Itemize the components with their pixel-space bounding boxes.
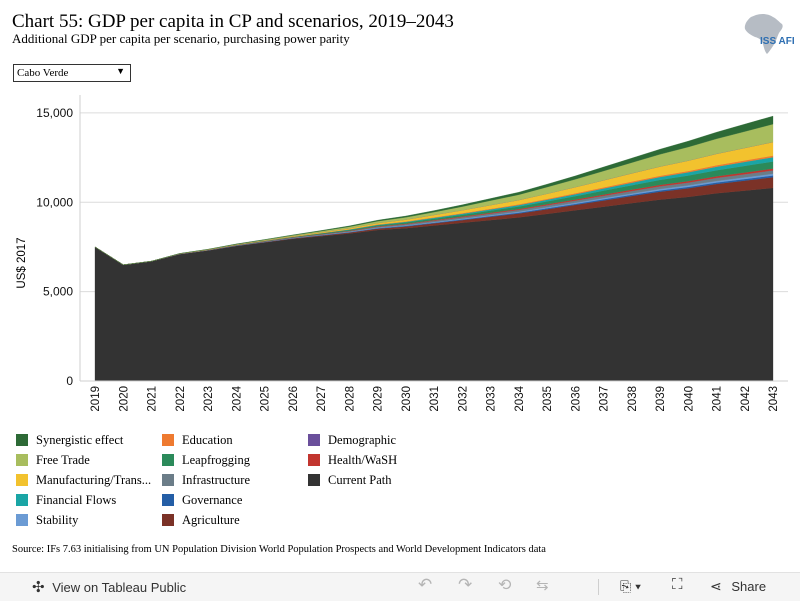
- x-tick-label: 2024: [231, 385, 243, 411]
- x-tick-label: 2019: [90, 386, 102, 412]
- legend-swatch: [16, 434, 28, 446]
- area-synergistic-effect: [94, 115, 774, 265]
- x-tick-label: 2031: [429, 386, 441, 412]
- x-tick-label: 2033: [486, 386, 498, 412]
- x-tick-label: 2038: [627, 386, 639, 412]
- legend-label: Leapfrogging: [182, 453, 251, 467]
- legend-swatch: [162, 514, 174, 526]
- chart-subtitle: Additional GDP per capita per scenario, …: [12, 31, 350, 46]
- tableau-toolbar: ✣ View on Tableau Public ↶ ↷ ⟲ ⇆ ⎘ ▾ ⛶ ⋖…: [0, 572, 800, 601]
- chart-title: Chart 55: GDP per capita in CP and scena…: [12, 11, 454, 32]
- legend-label: Stability: [36, 513, 79, 527]
- redo-icon[interactable]: ↷: [458, 575, 473, 594]
- y-tick-label: 15,000: [36, 106, 73, 120]
- x-axis: 2019 2020 2021 2022 2023 2024 2025 2026 2027 2028…: [90, 385, 780, 411]
- view-on-tableau-button[interactable]: ✣ View on Tableau Public: [32, 578, 186, 596]
- country-filter-dropdown[interactable]: Cabo Verde ▼: [13, 64, 131, 82]
- download-icon: ⎘ ▾: [620, 578, 641, 594]
- y-tick-label: 0: [66, 374, 73, 388]
- legend-swatch: [308, 454, 320, 466]
- x-tick-label: 2042: [740, 386, 752, 412]
- legend-swatch: [16, 474, 28, 486]
- chevron-down-icon: ▼: [116, 66, 125, 76]
- legend-swatch: [162, 434, 174, 446]
- share-label: Share: [731, 579, 767, 594]
- view-on-tableau-label: View on Tableau Public: [52, 580, 187, 595]
- source-note: Source: IFs 7.63 initialising from UN Po…: [12, 544, 546, 555]
- legend-label: Agriculture: [182, 513, 240, 527]
- x-tick-label: 2041: [712, 386, 724, 412]
- y-axis: 0 5,000 10,000 15,000: [36, 95, 788, 388]
- tableau-icon: ✣: [32, 579, 45, 596]
- y-tick-label: 10,000: [36, 195, 73, 209]
- x-tick-label: 2039: [655, 386, 667, 412]
- share-button[interactable]: ⋖ Share: [710, 578, 766, 596]
- legend-label: Health/WaSH: [328, 453, 398, 467]
- legend-label: Free Trade: [36, 453, 90, 467]
- x-tick-label: 2027: [316, 386, 328, 412]
- legend-swatch: [162, 494, 174, 506]
- x-tick-label: 2030: [401, 386, 413, 412]
- legend-label: Financial Flows: [36, 493, 117, 507]
- legend-label: Manufacturing/Trans...: [36, 473, 152, 487]
- toolbar-divider: [598, 579, 599, 595]
- x-tick-label: 2022: [175, 386, 187, 412]
- legend-swatch: [16, 514, 28, 526]
- x-tick-label: 2020: [118, 386, 130, 412]
- chart-areas: [94, 115, 774, 382]
- x-tick-label: 2023: [203, 386, 215, 412]
- y-tick-label: 5,000: [43, 285, 73, 299]
- x-tick-label: 2035: [542, 386, 554, 412]
- legend-swatch: [16, 494, 28, 506]
- download-button[interactable]: ⎘ ▾: [620, 578, 641, 596]
- legend-swatch: [308, 474, 320, 486]
- undo-icon[interactable]: ↶: [418, 575, 433, 594]
- legend-swatch: [162, 474, 174, 486]
- x-tick-label: 2028: [344, 386, 356, 412]
- x-tick-label: 2025: [260, 386, 272, 412]
- legend-label: Infrastructure: [182, 473, 251, 487]
- revert-icon[interactable]: ⟲: [498, 577, 512, 594]
- x-tick-label: 2034: [514, 385, 526, 411]
- x-tick-label: 2029: [373, 386, 385, 412]
- logo-text: ISS AFI: [760, 36, 794, 47]
- legend-label: Demographic: [328, 433, 397, 447]
- share-icon: ⋖: [710, 578, 722, 594]
- fullscreen-icon[interactable]: ⛶: [672, 576, 683, 593]
- legend-label: Current Path: [328, 473, 392, 487]
- x-tick-label: 2043: [768, 386, 780, 412]
- x-tick-label: 2037: [599, 386, 611, 412]
- refresh-icon[interactable]: ⇆: [536, 577, 549, 594]
- legend-swatch: [308, 434, 320, 446]
- legend-label: Governance: [182, 493, 243, 507]
- iss-afi-logo: ISS AFI: [744, 13, 794, 55]
- legend-swatch: [162, 454, 174, 466]
- x-tick-label: 2021: [147, 386, 159, 412]
- x-tick-label: 2036: [570, 386, 582, 412]
- x-tick-label: 2040: [683, 386, 695, 412]
- legend-swatch: [16, 454, 28, 466]
- x-tick-label: 2032: [457, 386, 469, 412]
- y-axis-label: US$ 2017: [16, 237, 28, 288]
- country-filter-value: Cabo Verde: [17, 67, 69, 79]
- legend-label: Synergistic effect: [36, 433, 124, 447]
- legend-label: Education: [182, 433, 233, 447]
- x-tick-label: 2026: [288, 386, 300, 412]
